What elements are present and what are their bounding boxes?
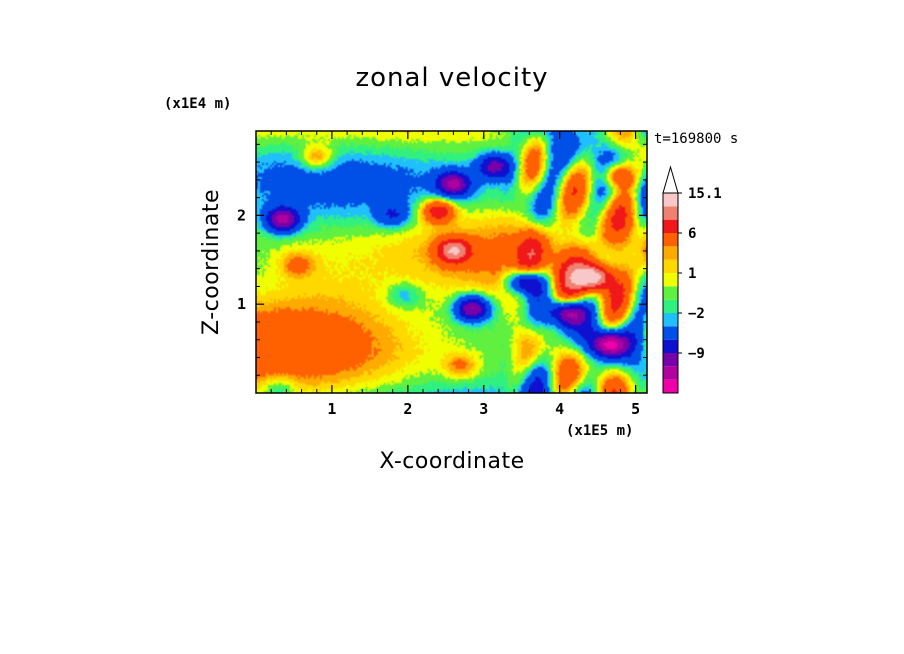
x-tick-label: 5 [631, 400, 640, 418]
colorbar: 15.1 6 1 −2 −9 [662, 165, 722, 394]
velocity-field [256, 131, 647, 393]
y-axis-title: Z-coordinate [199, 189, 224, 335]
colorbar-label: −9 [688, 346, 705, 362]
x-tick-label: 2 [403, 400, 412, 418]
colorbar-swatch [663, 339, 678, 353]
colorbar-swatch [663, 219, 678, 233]
plot-frame [255, 130, 648, 394]
x-tick-label: 1 [327, 400, 336, 418]
colorbar-swatch [663, 246, 678, 260]
x-axis-title: X-coordinate [379, 449, 524, 474]
y-unit-label: (x1E4 m) [164, 96, 231, 112]
colorbar-swatch [663, 193, 678, 207]
y-tick-label: 2 [237, 206, 246, 224]
colorbar-swatch [663, 259, 678, 273]
colorbar-extend-arrow [662, 165, 679, 194]
y-axis: 12 [237, 143, 647, 376]
colorbar-swatch [663, 286, 678, 300]
time-label: t=169800 s [654, 131, 738, 147]
x-axis: 1 2 3 4 5 [270, 131, 640, 418]
x-unit-label: (x1E5 m) [566, 423, 633, 439]
colorbar-label: 6 [688, 226, 696, 242]
colorbar-swatch [663, 206, 678, 220]
colorbar-label: −2 [688, 306, 705, 322]
colorbar-label: 1 [688, 266, 696, 282]
colorbar-swatch [663, 233, 678, 247]
y-tick-label: 1 [237, 295, 246, 313]
colorbar-swatch [663, 366, 678, 380]
colorbar-swatch [663, 299, 678, 313]
x-tick-label: 3 [479, 400, 488, 418]
chart-title: zonal velocity [355, 63, 548, 93]
colorbar-swatch [663, 273, 678, 287]
colorbar-swatch [663, 326, 678, 340]
colorbar-label: 15.1 [688, 186, 722, 202]
colorbar-swatch [663, 313, 678, 327]
colorbar-frame [662, 192, 679, 394]
x-tick-label: 4 [555, 400, 564, 418]
colorbar-swatch [663, 353, 678, 367]
colorbar-swatch [663, 379, 678, 393]
